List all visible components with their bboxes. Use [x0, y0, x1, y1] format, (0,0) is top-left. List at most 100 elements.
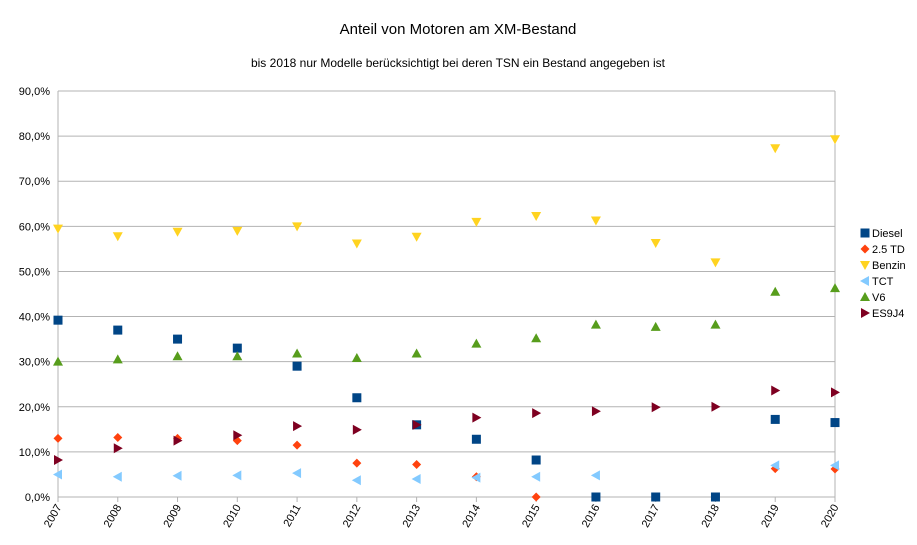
- point-diesel: [53, 315, 63, 325]
- legend-marker-v6: [860, 292, 870, 301]
- gridlines: [58, 90, 835, 498]
- legend: Diesel 2.5 TD Benzin TCT V6 ES9J4: [860, 228, 906, 320]
- point-benzin: [710, 258, 721, 268]
- legend-marker-es9j4: [861, 308, 870, 318]
- point-2-5-td: [292, 440, 302, 450]
- point-es9j4: [113, 443, 123, 454]
- x-tick-label: 2013: [401, 503, 424, 530]
- point-benzin: [830, 135, 840, 145]
- x-tick-label: 2017: [640, 503, 663, 530]
- point-v6: [232, 351, 243, 361]
- point-v6: [172, 351, 183, 361]
- point-v6: [471, 338, 482, 348]
- legend-marker-tct: [860, 276, 869, 286]
- point-v6: [710, 319, 721, 329]
- point-benzin: [172, 227, 183, 237]
- point-tct: [770, 460, 780, 471]
- point-v6: [53, 356, 63, 366]
- point-2-5-td: [531, 492, 541, 502]
- x-tick-label: 2007: [42, 503, 65, 530]
- point-diesel: [830, 418, 840, 428]
- point-benzin: [411, 232, 422, 242]
- legend-label-2-5-td: 2.5 TD: [872, 244, 905, 256]
- x-tick-label: 2014: [460, 503, 483, 530]
- x-tick-labels: 2007 2008 2009 2010 2011 2012 2013 2014 2015 2016…: [42, 497, 842, 530]
- point-benzin: [351, 239, 362, 249]
- x-tick-label: 2009: [162, 503, 185, 530]
- point-diesel: [770, 414, 780, 424]
- point-tct: [292, 468, 302, 479]
- point-benzin: [112, 232, 123, 242]
- x-tick-label: 2012: [341, 503, 364, 530]
- point-es9j4: [472, 412, 482, 423]
- point-diesel: [232, 343, 242, 353]
- y-tick-label: 80,0%: [19, 131, 50, 143]
- point-tct: [411, 473, 421, 484]
- point-tct: [830, 460, 839, 471]
- point-es9j4: [173, 435, 183, 446]
- point-2-5-td: [352, 458, 362, 468]
- chart-subtitle: bis 2018 nur Modelle berücksichtigt bei …: [251, 56, 666, 70]
- x-tick-label: 2018: [699, 503, 722, 530]
- point-v6: [770, 286, 781, 296]
- x-tick-label: 2008: [102, 503, 125, 530]
- point-v6: [411, 348, 422, 358]
- legend-label-v6: V6: [872, 292, 885, 304]
- y-tick-label: 60,0%: [19, 221, 50, 233]
- point-es9j4: [591, 406, 601, 417]
- legend-label-es9j4: ES9J4: [872, 308, 904, 320]
- point-tct: [53, 469, 62, 480]
- point-2-5-td: [53, 433, 63, 443]
- point-es9j4: [771, 385, 781, 396]
- point-tct: [471, 472, 481, 483]
- point-tct: [112, 471, 122, 482]
- point-v6: [830, 283, 840, 293]
- point-benzin: [650, 239, 661, 249]
- point-v6: [351, 353, 362, 363]
- y-tick-label: 50,0%: [19, 266, 50, 278]
- x-tick-label: 2011: [281, 503, 303, 529]
- point-v6: [292, 348, 303, 358]
- point-tct: [232, 470, 242, 481]
- legend-marker-benzin: [860, 261, 870, 270]
- data-points: [53, 135, 840, 502]
- point-benzin: [531, 211, 542, 221]
- x-tick-label: 2010: [221, 503, 244, 530]
- point-es9j4: [352, 424, 362, 435]
- legend-marker-diesel: [860, 228, 870, 238]
- x-tick-label: 2020: [819, 503, 842, 530]
- chart-title: Anteil von Motoren am XM-Bestand: [340, 21, 577, 38]
- point-tct: [351, 475, 361, 486]
- x-tick-label: 2019: [759, 503, 782, 530]
- point-es9j4: [532, 408, 542, 419]
- legend-label-benzin: Benzin: [872, 260, 906, 272]
- y-tick-label: 10,0%: [19, 447, 50, 459]
- point-benzin: [232, 226, 243, 236]
- point-diesel: [651, 492, 661, 502]
- point-tct: [531, 471, 541, 482]
- point-diesel: [531, 455, 541, 465]
- point-tct: [590, 470, 600, 481]
- point-es9j4: [412, 419, 422, 430]
- point-v6: [590, 319, 601, 329]
- point-es9j4: [711, 401, 721, 412]
- y-tick-label: 30,0%: [19, 357, 50, 369]
- y-tick-label: 90,0%: [19, 86, 50, 98]
- y-tick-label: 70,0%: [19, 176, 50, 188]
- point-diesel: [710, 492, 720, 502]
- point-benzin: [53, 224, 63, 234]
- legend-label-tct: TCT: [872, 276, 894, 288]
- y-tick-label: 40,0%: [19, 312, 50, 324]
- axes: [57, 91, 836, 498]
- point-es9j4: [293, 421, 303, 432]
- y-tick-labels: 0,0% 10,0% 20,0% 30,0% 40,0% 50,0% 60,0% 70,0% 8…: [19, 86, 50, 504]
- point-diesel: [471, 434, 481, 444]
- point-es9j4: [233, 430, 243, 441]
- point-diesel: [591, 492, 601, 502]
- y-tick-label: 0,0%: [25, 492, 50, 504]
- point-diesel: [113, 325, 123, 335]
- point-es9j4: [831, 387, 840, 398]
- point-2-5-td: [412, 460, 422, 470]
- point-v6: [112, 354, 123, 364]
